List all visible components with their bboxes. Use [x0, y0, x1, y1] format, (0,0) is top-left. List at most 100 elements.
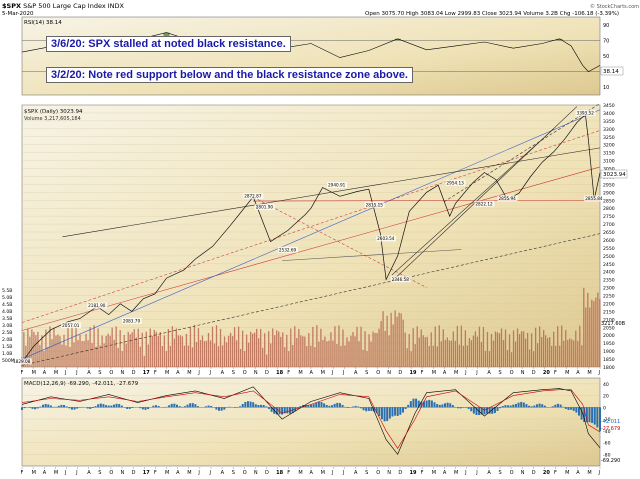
macd-histogram-bar: [128, 407, 131, 409]
volume-bar: [583, 287, 585, 367]
month-label: O: [376, 370, 380, 376]
month-label: M: [565, 370, 569, 376]
volume-bar: [233, 327, 236, 367]
macd-histogram-bar: [512, 404, 515, 408]
volume-bar: [125, 343, 127, 367]
volume-bar: [203, 341, 206, 367]
volume-bar: [344, 345, 346, 367]
price-value-tag: [600, 169, 628, 179]
volume-bar: [482, 327, 485, 367]
volume-bar: [462, 345, 465, 367]
price-tick-label: 1800: [603, 365, 615, 371]
volume-bar: [286, 334, 288, 367]
price-tick-label: 3400: [603, 111, 615, 117]
price-tick-label: 3200: [603, 143, 615, 149]
macd-histogram-bar: [328, 405, 331, 408]
trendline: [62, 147, 601, 238]
month-label: O: [376, 470, 380, 476]
volume-bar: [484, 350, 487, 367]
macd-histogram-bar: [538, 403, 541, 408]
price-label: 1829.08: [13, 359, 31, 364]
macd-histogram-bar: [488, 407, 491, 414]
macd-histogram-bar: [562, 406, 565, 408]
volume-bar: [336, 344, 338, 367]
macd-histogram-bar: [380, 407, 383, 420]
macd-histogram-bar: [357, 406, 360, 408]
volume-bar: [524, 338, 527, 367]
volume-bar: [147, 344, 149, 367]
volume-bar: [227, 335, 230, 367]
rsi-overbought-fill: [556, 38, 563, 41]
volume-bar: [187, 345, 190, 367]
volume-bar: [432, 345, 434, 367]
macd-histogram-bar: [267, 407, 270, 409]
macd-histogram-bar: [583, 407, 586, 422]
volume-tick-label: 5.0B: [2, 295, 12, 301]
volume-bar: [49, 326, 51, 367]
macd-histogram-bar: [207, 405, 210, 408]
volume-bar: [518, 334, 521, 367]
macd-tick-label: 20: [603, 394, 609, 400]
trendlines: [21, 103, 601, 366]
macd-histogram-bar: [570, 407, 573, 410]
volume-bar: [266, 354, 268, 367]
volume-bar: [364, 331, 366, 367]
macd-histogram-bar: [493, 407, 496, 414]
volume-tick-label: 3.5B: [2, 316, 12, 322]
volume-bar: [320, 328, 322, 367]
month-label: N: [387, 370, 391, 376]
price-label-bg: [12, 358, 32, 365]
volume-bar: [57, 334, 59, 367]
price-label: 3393.52: [577, 111, 595, 116]
month-label: J: [598, 370, 600, 376]
volume-bar: [480, 341, 483, 367]
macd-histogram-bar: [472, 407, 475, 414]
volume-bar: [27, 328, 29, 367]
macd-histogram-bar: [535, 404, 538, 408]
volume-bar: [567, 340, 569, 367]
volume-bar: [249, 331, 252, 367]
month-label: A: [443, 470, 447, 476]
volume-bar: [195, 342, 198, 367]
volume-bar: [268, 331, 270, 367]
month-label: S: [232, 470, 235, 476]
volume-bar: [410, 351, 412, 367]
macd-histogram-bar: [352, 406, 355, 408]
month-label: 18: [276, 370, 283, 376]
volume-bar: [577, 341, 579, 367]
macd-histogram-bar: [483, 407, 486, 415]
volume-bar: [326, 341, 328, 367]
price-tick-label: 2200: [603, 301, 615, 307]
month-label: M: [32, 470, 36, 476]
volume-bar: [169, 345, 172, 367]
macd-histogram-bar: [585, 407, 588, 423]
volume-bar: [53, 327, 55, 367]
volume-bar: [288, 351, 290, 367]
price-label-bg: [575, 110, 596, 117]
volume-bar: [464, 330, 467, 367]
month-label: N: [254, 470, 258, 476]
volume-bar: [534, 327, 537, 367]
month-label: J: [208, 470, 210, 476]
volume-bar: [384, 330, 386, 367]
month-label: A: [487, 370, 491, 376]
volume-bar: [280, 336, 282, 367]
price-label-bg: [327, 181, 348, 188]
volume-bar: [91, 342, 93, 367]
month-label: O: [109, 470, 113, 476]
ohlc-readout: Open 3075.70 High 3083.04 Low 2999.83 Cl…: [365, 11, 619, 17]
month-label: D: [532, 370, 536, 376]
volume-bar: [334, 326, 336, 367]
volume-bar: [243, 351, 246, 367]
price-label: 2872.87: [244, 193, 262, 198]
volume-bar: [352, 332, 354, 367]
price-tick-label: 2600: [603, 238, 615, 244]
volume-bar: [217, 346, 220, 367]
month-label: F: [154, 470, 157, 476]
month-label: J: [331, 370, 333, 376]
volume-bar: [426, 336, 428, 367]
price-label: 2083.79: [123, 319, 141, 324]
month-label: O: [243, 370, 247, 376]
volume-bar: [599, 299, 601, 367]
price-tick-label: 2150: [603, 309, 615, 315]
